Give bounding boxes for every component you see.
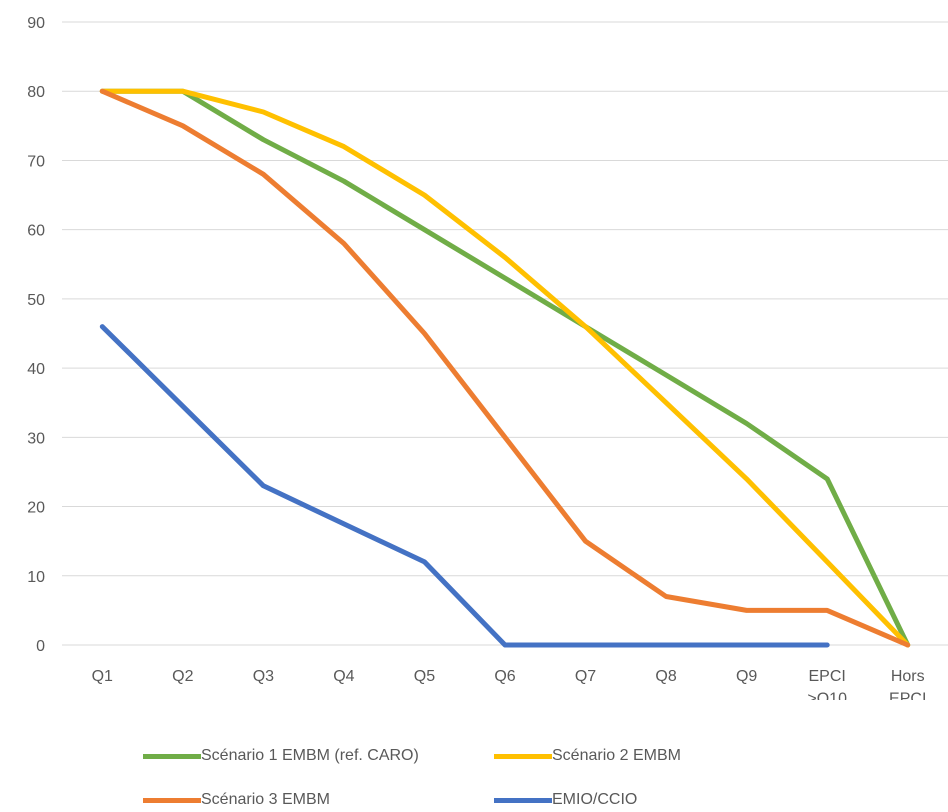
x-tick-label: Q9 xyxy=(736,668,757,685)
x-tick-label: Q4 xyxy=(333,668,354,685)
x-tick-label: Q6 xyxy=(494,668,515,685)
x-tick-label: Q7 xyxy=(575,668,596,685)
x-tick-label: EPCI >Q10 xyxy=(807,668,847,700)
y-tick-label: 70 xyxy=(27,153,45,170)
series-line-1 xyxy=(99,88,911,648)
legend-label-scenario-1: Scénario 1 EMBM (ref. CARO) xyxy=(201,747,419,764)
y-tick-label: 10 xyxy=(27,569,45,586)
legend-item-scenario-1: Scénario 1 EMBM (ref. CARO) xyxy=(143,747,419,765)
y-tick-label: 30 xyxy=(27,430,45,447)
y-tick-label: 50 xyxy=(27,292,45,309)
x-tick-label: Hors EPCI xyxy=(889,668,926,700)
y-tick-label: 90 xyxy=(27,15,45,32)
legend-label-emio-ccio: EMIO/CCIO xyxy=(552,791,638,808)
legend-label-scenario-2: Scénario 2 EMBM xyxy=(552,747,681,764)
legend-swatch-scenario-1 xyxy=(143,753,201,759)
series-line-2 xyxy=(99,88,911,648)
series-line-4 xyxy=(99,324,830,648)
series-line-3 xyxy=(99,88,911,648)
legend-item-emio-ccio: EMIO/CCIO xyxy=(494,791,637,809)
x-tick-label: Q5 xyxy=(414,668,435,685)
x-tick-label: Q1 xyxy=(92,668,113,685)
legend-swatch-scenario-3 xyxy=(143,797,201,803)
legend-item-scenario-3: Scénario 3 EMBM xyxy=(143,791,330,809)
y-tick-label: 20 xyxy=(27,500,45,517)
x-tick-label: Q8 xyxy=(655,668,676,685)
x-tick-label: Q3 xyxy=(253,668,274,685)
legend-item-scenario-2: Scénario 2 EMBM xyxy=(494,747,681,765)
y-tick-label: 80 xyxy=(27,84,45,101)
y-tick-label: 40 xyxy=(27,361,45,378)
line-chart: 0 10 20 30 40 50 60 70 80 90 Q1 Q2 Q3 Q4 Q5 Q6 Q7 Q8 Q9 EPC… xyxy=(27,15,948,700)
y-tick-label: 60 xyxy=(27,223,45,240)
x-tick-label: Q2 xyxy=(172,668,193,685)
y-tick-label: 0 xyxy=(36,638,45,655)
legend-label-scenario-3: Scénario 3 EMBM xyxy=(201,791,330,808)
legend-swatch-scenario-2 xyxy=(494,753,552,759)
legend-swatch-emio-ccio xyxy=(494,797,552,803)
